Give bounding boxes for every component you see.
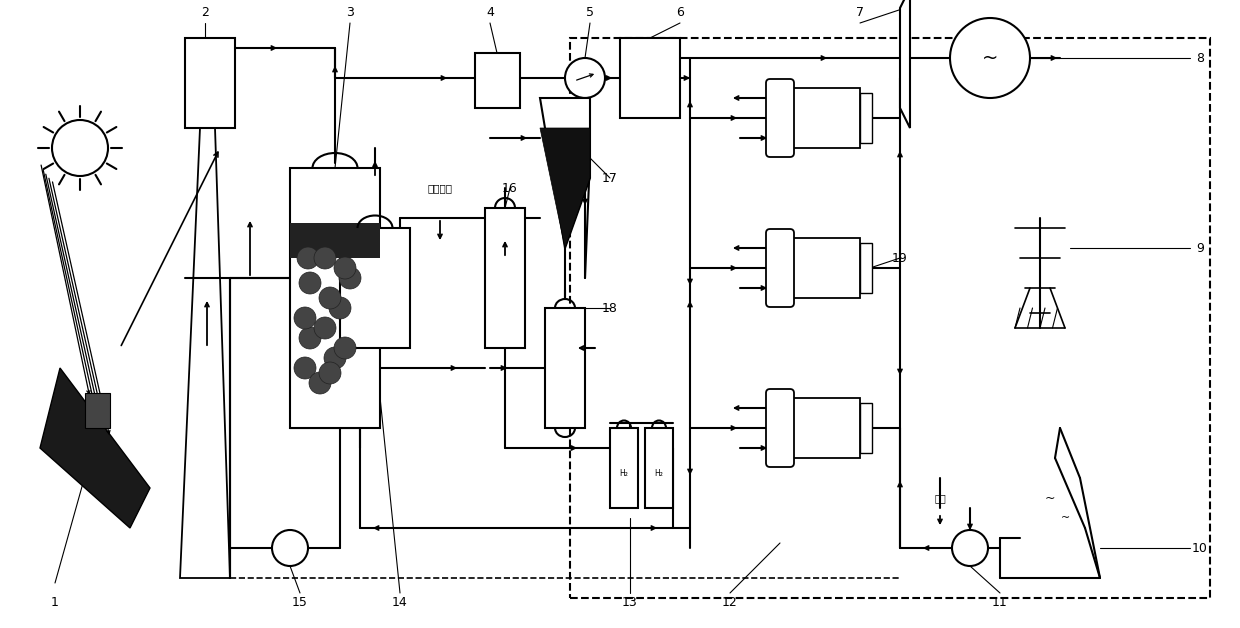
Circle shape [314,317,336,339]
Circle shape [565,58,605,98]
Bar [290,168,379,428]
Polygon shape [539,98,590,248]
Text: 19: 19 [892,251,908,264]
Text: 6: 6 [676,6,684,19]
Circle shape [329,297,351,319]
Circle shape [324,347,346,369]
Text: 补水: 补水 [934,493,946,503]
Bar [610,428,639,508]
Bar [861,93,872,143]
Text: 13: 13 [622,597,637,610]
Text: 10: 10 [1192,541,1208,555]
Bar [340,228,410,348]
Bar [790,398,861,458]
Text: 11: 11 [992,597,1008,610]
Bar [185,38,236,128]
Circle shape [950,18,1030,98]
Text: H₂: H₂ [620,468,629,477]
Circle shape [319,287,341,309]
Bar [790,88,861,148]
Polygon shape [900,0,910,128]
Bar [86,393,110,428]
Text: 2: 2 [201,6,208,19]
Circle shape [272,530,308,566]
Text: 1: 1 [51,597,60,610]
Text: 17: 17 [603,171,618,185]
Bar [475,53,520,108]
Circle shape [299,327,321,349]
Circle shape [319,362,341,384]
Bar [546,308,585,428]
Text: 4: 4 [486,6,494,19]
Circle shape [314,247,336,269]
Circle shape [339,267,361,289]
Text: 3: 3 [346,6,353,19]
Circle shape [52,120,108,176]
Circle shape [334,257,356,279]
Bar [620,38,680,118]
Circle shape [299,272,321,294]
Polygon shape [40,368,150,528]
Circle shape [298,247,319,269]
Circle shape [309,372,331,394]
Text: ~: ~ [982,48,998,67]
Bar [861,243,872,293]
Text: 16: 16 [502,181,518,195]
Circle shape [294,357,316,379]
Text: 12: 12 [722,597,738,610]
Polygon shape [180,128,229,578]
FancyBboxPatch shape [766,79,794,157]
Circle shape [334,337,356,359]
Text: H₂: H₂ [655,468,663,477]
Text: 15: 15 [293,597,308,610]
Polygon shape [539,128,590,248]
Text: 5: 5 [587,6,594,19]
Text: 9: 9 [1197,242,1204,254]
Text: 14: 14 [392,597,408,610]
Bar [790,238,861,298]
Bar [861,403,872,453]
Text: 补充气体: 补充气体 [428,183,453,193]
Circle shape [952,530,988,566]
Bar [570,38,1210,598]
Bar [645,428,673,508]
Text: 7: 7 [856,6,864,19]
FancyBboxPatch shape [766,389,794,467]
FancyBboxPatch shape [766,229,794,307]
Text: ~: ~ [1060,513,1070,523]
Bar [290,223,379,258]
Text: 8: 8 [1197,51,1204,65]
Text: ~: ~ [1045,492,1055,504]
Text: 18: 18 [603,301,618,315]
Bar [485,208,525,348]
Circle shape [294,307,316,329]
